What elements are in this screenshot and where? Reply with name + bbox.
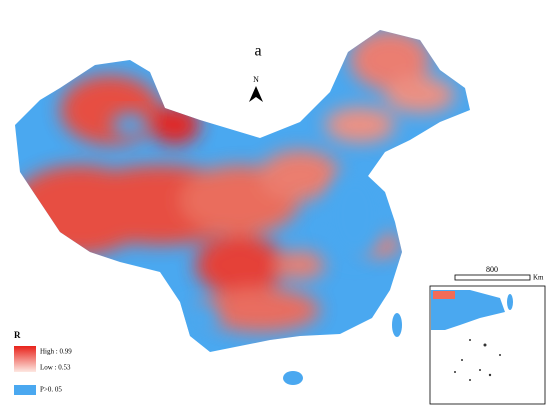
scale-bar [454,274,531,281]
legend-high: High : 0.99 [40,348,72,356]
legend-title: R [14,330,21,340]
inset-land [431,290,505,330]
inset-red [433,291,455,299]
map-title: a [254,43,261,60]
scale-unit: Km [533,274,544,282]
taiwan [392,313,402,337]
legend-gradient [14,346,36,372]
north-arrow [249,86,263,102]
legend-swatch [14,385,36,395]
scale-distance: 800 [486,265,498,274]
hainan [283,371,303,385]
inset-island [507,294,513,310]
legend-nonsig: P>0. 05 [40,386,62,394]
legend-low: Low : 0.53 [40,364,71,372]
north-label: N [253,75,259,84]
inset-islands [454,339,501,381]
